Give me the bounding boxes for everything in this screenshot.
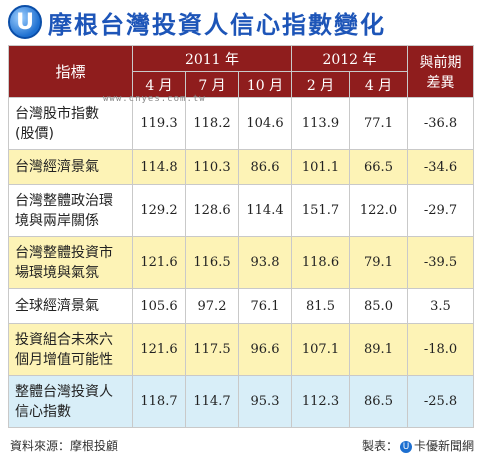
value-cell: 113.9 xyxy=(291,97,350,150)
value-cell: 81.5 xyxy=(291,288,350,324)
header-month: 4 月 xyxy=(349,71,408,98)
value-cell: 118.6 xyxy=(291,236,350,289)
row-label-line: 台灣股市指數 xyxy=(15,105,99,122)
row-label-line: 整體台灣投資人 xyxy=(15,383,113,400)
header-year-2011: 2011 年 xyxy=(132,45,292,72)
row-label-line: 個月增值可能性 xyxy=(15,351,113,368)
header-indicator: 指標 xyxy=(8,45,133,98)
header-month: 2 月 xyxy=(291,71,350,98)
value-cell: -34.6 xyxy=(407,149,474,185)
value-cell: -25.8 xyxy=(407,375,474,428)
value-cell: 86.5 xyxy=(349,375,408,428)
row-label-line: (股價) xyxy=(15,125,54,142)
row-label: 台灣經濟景氣 xyxy=(8,149,133,185)
source-note: 資料來源：摩根投顧 xyxy=(10,439,119,453)
row-label-line: 場環境與氣氛 xyxy=(15,264,99,281)
table-row: 台灣整體投資市 場環境與氣氛 121.6 116.5 93.8 118.6 79.1 -39.… xyxy=(8,236,474,289)
watermark-text: www.cnyes.com.tw xyxy=(103,94,206,104)
value-cell: 114.8 xyxy=(132,149,186,185)
header-diff-line2: 差異 xyxy=(426,74,455,91)
table-body: 台灣股市指數 (股價) 119.3 118.2 104.6 113.9 77.1 -36.8 台… xyxy=(8,97,474,428)
maker-note: 製表： U 卡優新聞網 xyxy=(362,437,474,454)
header-diff: 與前期 差異 xyxy=(407,45,474,98)
row-label: 全球經濟景氣 xyxy=(8,288,133,324)
row-label-line: 信心指數 xyxy=(15,403,71,420)
value-cell: 85.0 xyxy=(349,288,408,324)
table-row: 整體台灣投資人 信心指數 118.7 114.7 95.3 112.3 86.5 -25.8 xyxy=(8,375,474,428)
value-cell: 117.5 xyxy=(185,323,239,376)
value-cell: 96.6 xyxy=(238,323,292,376)
value-cell: 116.5 xyxy=(185,236,239,289)
row-label: 台灣股市指數 (股價) xyxy=(8,97,133,150)
confidence-index-table: 指標 2011 年 2012 年 與前期 差異 4 月 7 月 10 月 2 月… xyxy=(8,45,474,428)
row-label: 台灣整體政治環 境與兩岸關係 xyxy=(8,184,133,237)
value-cell: 95.3 xyxy=(238,375,292,428)
value-cell: -29.7 xyxy=(407,184,474,237)
row-label-line: 境與兩岸關係 xyxy=(15,212,99,229)
value-cell: 110.3 xyxy=(185,149,239,185)
value-cell: 66.5 xyxy=(349,149,408,185)
header-year-2012: 2012 年 xyxy=(291,45,408,72)
row-label-line: 台灣經濟景氣 xyxy=(15,159,99,175)
title-bar: U 摩根台灣投資人信心指數變化 xyxy=(0,0,482,44)
value-cell: 93.8 xyxy=(238,236,292,289)
value-cell: -39.5 xyxy=(407,236,474,289)
row-label: 整體台灣投資人 信心指數 xyxy=(8,375,133,428)
header-month: 4 月 xyxy=(132,71,186,98)
value-cell: 101.1 xyxy=(291,149,350,185)
value-cell: -18.0 xyxy=(407,323,474,376)
value-cell: 79.1 xyxy=(349,236,408,289)
maker-label: 製表： xyxy=(362,439,399,453)
value-cell: 118.2 xyxy=(185,97,239,150)
row-label: 投資組合未來六 個月增值可能性 xyxy=(8,323,133,376)
u-logo-icon: U xyxy=(8,5,42,39)
page-title: 摩根台灣投資人信心指數變化 xyxy=(48,10,386,39)
value-cell: 129.2 xyxy=(132,184,186,237)
value-cell: 89.1 xyxy=(349,323,408,376)
value-cell: 3.5 xyxy=(407,288,474,324)
table-row: 台灣整體政治環 境與兩岸關係 129.2 128.6 114.4 151.7 122.0 -2… xyxy=(8,184,474,237)
row-label-line: 台灣整體投資市 xyxy=(15,244,113,261)
value-cell: 114.4 xyxy=(238,184,292,237)
table-row: 台灣經濟景氣 114.8 110.3 86.6 101.1 66.5 -34.6 xyxy=(8,149,474,185)
value-cell: 112.3 xyxy=(291,375,350,428)
row-label: 台灣整體投資市 場環境與氣氛 xyxy=(8,236,133,289)
value-cell: 104.6 xyxy=(238,97,292,150)
row-label-line: 投資組合未來六 xyxy=(15,331,113,348)
value-cell: 97.2 xyxy=(185,288,239,324)
maker-name: 卡優新聞網 xyxy=(414,439,475,453)
header-diff-line1: 與前期 xyxy=(419,54,462,71)
value-cell: 86.6 xyxy=(238,149,292,185)
value-cell: 121.6 xyxy=(132,236,186,289)
value-cell: 105.6 xyxy=(132,288,186,324)
table-row: 全球經濟景氣 105.6 97.2 76.1 81.5 85.0 3.5 xyxy=(8,288,474,324)
u-mini-logo-icon: U xyxy=(400,440,413,453)
value-cell: 122.0 xyxy=(349,184,408,237)
value-cell: 114.7 xyxy=(185,375,239,428)
row-label-line: 全球經濟景氣 xyxy=(15,298,99,314)
table-row: 台灣股市指數 (股價) 119.3 118.2 104.6 113.9 77.1 -36.8 xyxy=(8,97,474,150)
value-cell: 119.3 xyxy=(132,97,186,150)
header-month: 10 月 xyxy=(238,71,292,98)
value-cell: -36.8 xyxy=(407,97,474,150)
value-cell: 151.7 xyxy=(291,184,350,237)
value-cell: 107.1 xyxy=(291,323,350,376)
value-cell: 128.6 xyxy=(185,184,239,237)
value-cell: 121.6 xyxy=(132,323,186,376)
table-row: 投資組合未來六 個月增值可能性 121.6 117.5 96.6 107.1 89.1 -18… xyxy=(8,323,474,376)
value-cell: 118.7 xyxy=(132,375,186,428)
value-cell: 77.1 xyxy=(349,97,408,150)
value-cell: 76.1 xyxy=(238,288,292,324)
row-label-line: 台灣整體政治環 xyxy=(15,192,113,209)
